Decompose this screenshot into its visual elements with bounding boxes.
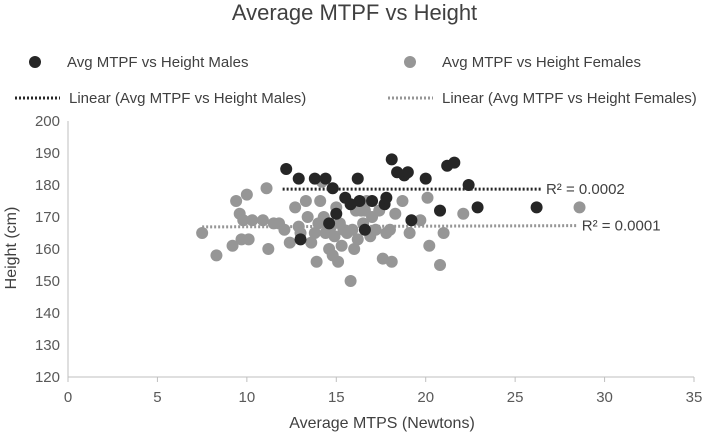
y-tick-label: 160: [35, 241, 60, 258]
x-tick-label: 35: [686, 389, 703, 406]
r2-label-males: R² = 0.0002: [546, 181, 625, 198]
data-point-male: [385, 153, 398, 166]
data-point-female: [283, 236, 296, 249]
data-point-female: [332, 255, 345, 268]
data-point-female: [308, 227, 321, 239]
y-tick-label: 170: [35, 209, 60, 226]
data-point-male: [330, 207, 343, 220]
data-point-female: [351, 233, 364, 246]
data-point-female: [396, 195, 409, 207]
data-point-male: [319, 172, 332, 185]
data-point-female: [226, 239, 239, 252]
data-point-male: [530, 201, 543, 214]
data-point-female: [278, 223, 291, 236]
data-point-male: [434, 204, 447, 217]
data-point-female: [369, 223, 382, 236]
x-tick-label: 0: [64, 389, 72, 406]
data-point-female: [434, 259, 447, 271]
data-point-male: [308, 172, 321, 185]
x-tick-label: 10: [239, 389, 256, 406]
x-tick-label: 15: [328, 389, 345, 406]
data-point-male: [326, 182, 339, 195]
x-tick-label: 5: [153, 389, 161, 406]
y-tick-label: 120: [35, 369, 60, 386]
data-point-male: [366, 195, 379, 207]
data-point-female: [457, 207, 470, 220]
x-tick-label: 30: [596, 389, 613, 406]
y-tick-label: 200: [35, 113, 60, 130]
y-tick-label: 140: [35, 305, 60, 322]
data-point-male: [405, 214, 418, 227]
data-point-female: [256, 214, 269, 227]
data-point-female: [314, 195, 327, 207]
trendlines: R² = 0.0002 R² = 0.0001: [202, 181, 661, 235]
axes: 120 130 140 150 160 170 180 190 200 0 5 10 15 20 25 30 3…: [35, 113, 702, 406]
data-point-female: [242, 233, 255, 246]
data-point-male: [358, 223, 371, 236]
data-point-male: [339, 191, 352, 204]
data-point-female: [299, 195, 312, 207]
data-point-female: [260, 182, 273, 195]
data-point-female: [573, 201, 586, 214]
data-point-male: [292, 172, 305, 185]
x-axis-label: Average MTPS (Newtons): [289, 415, 475, 432]
legend-label-males: Avg MTPF vs Height Males: [67, 54, 248, 71]
chart-title: Average MTPF vs Height: [232, 0, 477, 25]
data-point-female: [346, 223, 359, 236]
data-point-female: [348, 243, 361, 255]
data-point-male: [353, 195, 366, 207]
legend: Avg MTPF vs Height Males Avg MTPF vs Hei…: [15, 54, 697, 107]
data-point-female: [240, 188, 253, 201]
data-point-male: [401, 166, 414, 179]
data-point-female: [423, 239, 436, 252]
data-point-female: [335, 239, 348, 252]
data-point-male: [471, 201, 484, 214]
data-point-female: [262, 243, 275, 255]
data-point-female: [230, 195, 243, 207]
y-tick-label: 180: [35, 177, 60, 194]
data-point-female: [383, 223, 396, 236]
data-point-female: [310, 255, 323, 268]
y-tick-label: 150: [35, 273, 60, 290]
data-point-female: [421, 191, 434, 204]
legend-label-females: Avg MTPF vs Height Females: [442, 54, 641, 71]
x-tick-label: 20: [417, 389, 434, 406]
data-point-male: [294, 233, 307, 246]
data-point-male: [323, 217, 336, 230]
data-point-female: [196, 227, 209, 239]
legend-label-trend-females: Linear (Avg MTPF vs Height Females): [442, 90, 697, 107]
data-point-female: [301, 211, 314, 223]
data-point-female: [385, 255, 398, 268]
legend-marker-females: [404, 56, 416, 68]
data-point-female: [389, 207, 402, 220]
data-point-female: [305, 236, 318, 249]
data-point-female: [437, 227, 450, 239]
data-point-female: [237, 214, 250, 227]
data-point-male: [448, 156, 461, 169]
y-tick-label: 190: [35, 145, 60, 162]
y-tick-label: 130: [35, 337, 60, 354]
legend-label-trend-males: Linear (Avg MTPF vs Height Males): [69, 90, 306, 107]
data-point-male: [351, 172, 364, 185]
data-point-male: [462, 179, 475, 191]
data-point-male: [419, 172, 432, 185]
data-point-female: [289, 201, 302, 214]
y-axis-label: Height (cm): [3, 207, 20, 290]
legend-marker-males: [29, 56, 41, 68]
data-point-male: [280, 163, 293, 175]
data-point-female: [328, 230, 341, 243]
data-points: [196, 153, 586, 287]
trendline-females: [202, 224, 578, 229]
data-point-female: [414, 214, 427, 227]
data-point-female: [403, 227, 416, 239]
r2-label-females: R² = 0.0001: [582, 218, 661, 235]
data-point-female: [246, 214, 259, 227]
data-point-male: [380, 191, 393, 204]
data-point-female: [344, 275, 357, 287]
x-tick-label: 25: [507, 389, 524, 406]
data-point-female: [210, 249, 223, 262]
